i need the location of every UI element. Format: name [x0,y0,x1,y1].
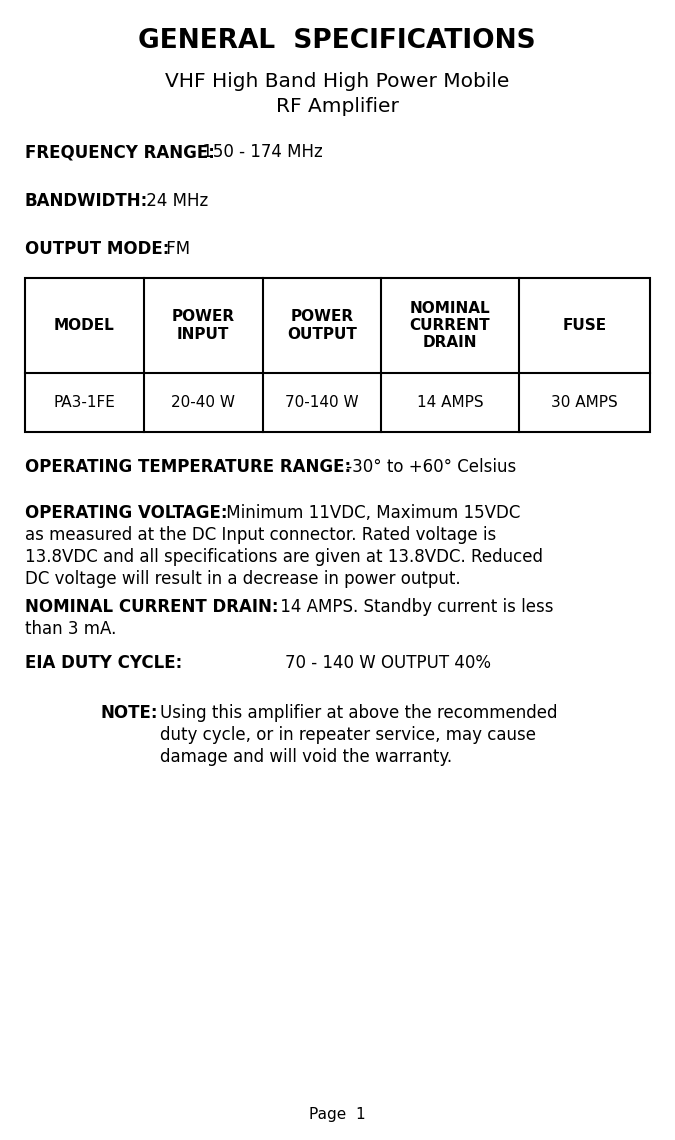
Text: NOMINAL CURRENT DRAIN:: NOMINAL CURRENT DRAIN: [25,598,279,616]
Text: POWER
INPUT: POWER INPUT [171,309,235,342]
Text: 70-140 W: 70-140 W [285,394,358,410]
Text: RF Amplifier: RF Amplifier [275,97,398,116]
Text: 24 MHz: 24 MHz [141,192,209,210]
Text: 70 - 140 W OUTPUT 40%: 70 - 140 W OUTPUT 40% [285,654,491,671]
Bar [25,278,650,432]
Text: EIA DUTY CYCLE:: EIA DUTY CYCLE: [25,654,182,671]
Text: GENERAL  SPECIFICATIONS: GENERAL SPECIFICATIONS [138,28,536,54]
Text: OPERATING TEMPERATURE RANGE:: OPERATING TEMPERATURE RANGE: [25,458,351,477]
Text: 30 AMPS: 30 AMPS [551,394,618,410]
Text: 14 AMPS: 14 AMPS [416,394,483,410]
Text: Minimum 11VDC, Maximum 15VDC: Minimum 11VDC, Maximum 15VDC [221,504,520,522]
Text: OPERATING VOLTAGE:: OPERATING VOLTAGE: [25,504,227,522]
Text: than 3 mA.: than 3 mA. [25,620,116,638]
Text: Using this amplifier at above the recommended: Using this amplifier at above the recomm… [160,705,558,722]
Text: damage and will void the warranty.: damage and will void the warranty. [160,748,452,766]
Text: VHF High Band High Power Mobile: VHF High Band High Power Mobile [165,72,509,91]
Text: FUSE: FUSE [562,318,606,333]
Text: 20-40 W: 20-40 W [171,394,235,410]
Text: BANDWIDTH:: BANDWIDTH: [25,192,148,210]
Text: -30° to +60° Celsius: -30° to +60° Celsius [341,458,516,477]
Text: FM: FM [161,241,190,258]
Text: FREQUENCY RANGE:: FREQUENCY RANGE: [25,142,221,161]
Text: as measured at the DC Input connector. Rated voltage is: as measured at the DC Input connector. R… [25,526,496,544]
Text: DC voltage will result in a decrease in power output.: DC voltage will result in a decrease in … [25,570,460,588]
Text: NOTE:: NOTE: [100,705,157,722]
Text: 14 AMPS. Standby current is less: 14 AMPS. Standby current is less [275,598,554,616]
Text: POWER
OUTPUT: POWER OUTPUT [287,309,357,342]
Text: NOMINAL
CURRENT
DRAIN: NOMINAL CURRENT DRAIN [410,301,490,350]
Text: Page  1: Page 1 [308,1107,365,1122]
Text: MODEL: MODEL [54,318,115,333]
Text: 150 - 174 MHz: 150 - 174 MHz [197,142,323,161]
Text: PA3-1FE: PA3-1FE [53,394,115,410]
Text: OUTPUT MODE:: OUTPUT MODE: [25,241,169,258]
Text: duty cycle, or in repeater service, may cause: duty cycle, or in repeater service, may … [160,726,536,744]
Text: 13.8VDC and all specifications are given at 13.8VDC. Reduced: 13.8VDC and all specifications are given… [25,548,543,565]
